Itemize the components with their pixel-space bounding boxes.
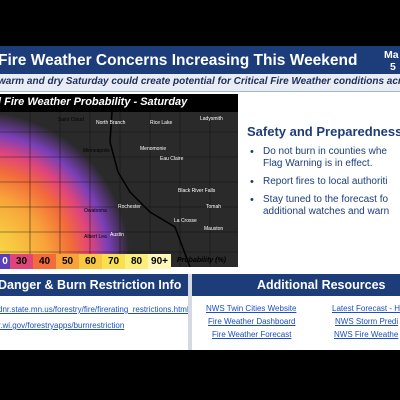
wi-dnr-link[interactable]: r.wi.gov/forestryapps/burnrestriction	[0, 321, 125, 330]
place-eau-claire: Eau Claire	[160, 156, 184, 162]
nws-storm-prediction-link[interactable]: NWS Storm Predi	[335, 317, 399, 326]
subtitle-bar: warm and dry Saturday could create poten…	[0, 74, 400, 92]
legend-cell: 0	[0, 254, 10, 269]
section-divider	[188, 274, 192, 350]
title-bar: Fire Weather Concerns Increasing This We…	[0, 46, 400, 74]
legend-cell: 90+	[148, 254, 171, 269]
legend-cell: 80	[125, 254, 148, 269]
fire-weather-dashboard-link[interactable]: Fire Weather Dashboard	[208, 317, 296, 326]
nws-fire-weather-link[interactable]: NWS Fire Weathe	[334, 330, 399, 339]
fire-weather-forecast-link[interactable]: Fire Weather Forecast	[212, 330, 292, 339]
safety-bullet-line: Report fires to local authoriti	[263, 176, 388, 187]
place-rice-lake: Rice Lake	[150, 120, 172, 126]
safety-bullet-line: Do not burn in counties whe	[263, 146, 387, 157]
mn-dnr-link[interactable]: dnr.state.mn.us/forestry/fire/firerating…	[0, 305, 189, 314]
safety-bullet: Report fires to local authoriti	[250, 176, 400, 188]
legend-cell: 40	[33, 254, 56, 269]
place-owatonna: Owatonna	[84, 208, 107, 214]
latest-forecast-link[interactable]: Latest Forecast - H	[332, 304, 400, 313]
nws-twin-cities-link[interactable]: NWS Twin Cities Website	[206, 304, 297, 313]
place-albert-lea: Albert Lea	[84, 234, 107, 240]
probability-legend: 0 30 40 50 60 70 80 90+	[0, 254, 171, 270]
fire-danger-section: Danger & Burn Restriction Info dnr.state…	[0, 274, 189, 350]
fire-weather-map: l Fire Weather Probability - Saturday	[0, 94, 238, 267]
safety-bullet-line: Stay tuned to the forecast fo	[263, 194, 389, 205]
slide-title: Fire Weather Concerns Increasing This We…	[0, 52, 358, 69]
safety-title: Safety and Preparedness	[247, 124, 400, 139]
place-north-branch: North Branch	[96, 120, 126, 126]
resources-section: Additional Resources NWS Twin Cities Web…	[192, 274, 400, 350]
slide: Fire Weather Concerns Increasing This We…	[0, 46, 400, 350]
place-mauston: Mauston	[204, 226, 223, 232]
place-minneapolis: Minneapolis	[83, 148, 110, 154]
resources-header: Additional Resources	[192, 274, 400, 296]
legend-cell: 70	[102, 254, 125, 269]
date-label: Ma 5	[384, 49, 399, 73]
fire-danger-title: Danger & Burn Restriction Info	[0, 278, 182, 292]
place-rochester: Rochester	[118, 204, 141, 210]
safety-panel: Safety and Preparedness Do not burn in c…	[238, 94, 400, 267]
legend-cell: 50	[56, 254, 79, 269]
legend-cell: 30	[10, 254, 33, 269]
resources-title: Additional Resources	[257, 278, 386, 292]
place-la-crosse: La Crosse	[174, 218, 197, 224]
probability-map-image: Saint Cloud North Branch Rice Lake Ladys…	[0, 112, 238, 267]
safety-bullet-line: additional watches and warn	[263, 206, 390, 217]
subtitle: warm and dry Saturday could create poten…	[0, 76, 400, 87]
place-austin: Austin	[110, 232, 124, 238]
legend-label: Probability (%)	[177, 257, 227, 264]
map-title: l Fire Weather Probability - Saturday	[0, 96, 188, 108]
place-black-river-falls: Black River Falls	[178, 188, 216, 194]
safety-bullet: Stay tuned to the forecast foadditional …	[250, 194, 400, 218]
place-ladysmith: Ladysmith	[200, 116, 223, 122]
place-saint-cloud: Saint Cloud	[58, 117, 84, 123]
legend-cell: 60	[79, 254, 102, 269]
place-tomah: Tomah	[206, 204, 221, 210]
safety-bullet-line: Flag Warning is in effect.	[263, 158, 373, 169]
fire-danger-header: Danger & Burn Restriction Info	[0, 274, 188, 296]
place-menomonie: Menomonie	[140, 146, 166, 152]
